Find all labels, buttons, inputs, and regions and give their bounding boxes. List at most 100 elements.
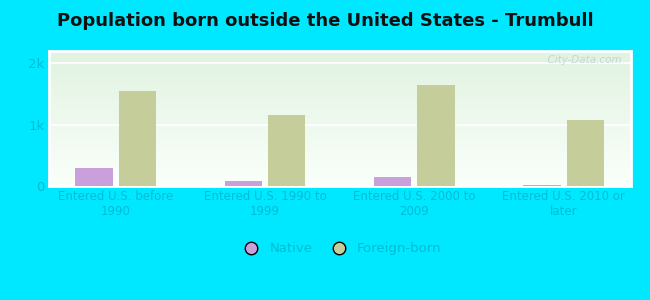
Bar	[49, 103, 630, 104]
Text: City-Data.com: City-Data.com	[541, 55, 622, 65]
Bar	[49, 172, 630, 173]
Bar	[49, 162, 630, 163]
Bar	[49, 75, 630, 76]
Bar	[49, 137, 630, 138]
Bar	[49, 68, 630, 69]
Bar	[49, 178, 630, 179]
Bar	[268, 116, 306, 186]
Bar	[49, 109, 630, 110]
Bar	[49, 74, 630, 75]
Bar	[49, 90, 630, 91]
Bar	[49, 149, 630, 150]
Bar	[49, 88, 630, 89]
Bar	[49, 131, 630, 132]
Bar	[49, 163, 630, 164]
Bar	[49, 123, 630, 124]
Bar	[49, 54, 630, 55]
Bar	[49, 102, 630, 103]
Bar	[49, 71, 630, 72]
Bar	[49, 118, 630, 119]
Bar	[49, 182, 630, 183]
Bar	[49, 58, 630, 59]
Bar	[49, 97, 630, 98]
Bar	[49, 117, 630, 118]
Bar	[49, 56, 630, 57]
Bar	[49, 126, 630, 127]
Bar	[49, 138, 630, 139]
Bar	[49, 140, 630, 141]
Bar	[49, 180, 630, 181]
Bar	[49, 110, 630, 111]
Bar	[49, 161, 630, 162]
Bar	[49, 142, 630, 143]
Bar	[49, 106, 630, 107]
Bar	[49, 135, 630, 136]
Bar	[49, 141, 630, 142]
Bar	[49, 139, 630, 140]
Bar	[49, 166, 630, 167]
Bar	[49, 84, 630, 85]
Bar	[49, 179, 630, 180]
Bar	[49, 78, 630, 79]
Bar	[49, 85, 630, 86]
Bar	[49, 173, 630, 174]
Bar	[49, 125, 630, 126]
Bar	[49, 170, 630, 171]
Bar	[49, 149, 630, 150]
Bar	[49, 112, 630, 113]
Bar	[49, 100, 630, 101]
Bar	[49, 127, 630, 128]
Bar	[49, 63, 630, 64]
Bar	[49, 92, 630, 93]
Bar	[49, 69, 630, 70]
Bar	[49, 62, 630, 63]
Bar	[49, 66, 630, 67]
Bar	[49, 185, 630, 186]
Bar	[49, 104, 630, 105]
Bar	[49, 141, 630, 142]
Bar	[49, 134, 630, 135]
Bar	[49, 152, 630, 153]
Bar	[49, 164, 630, 165]
Bar	[49, 111, 630, 112]
Bar	[567, 120, 604, 186]
Bar	[49, 130, 630, 131]
Bar	[49, 136, 630, 137]
Bar	[49, 124, 630, 125]
Bar	[49, 87, 630, 88]
Bar	[49, 151, 630, 152]
Bar	[49, 147, 630, 148]
Bar	[49, 159, 630, 160]
Bar	[49, 59, 630, 60]
Bar	[49, 144, 630, 145]
Bar	[49, 168, 630, 169]
Bar	[49, 133, 630, 134]
Bar	[49, 169, 630, 170]
Bar	[49, 89, 630, 90]
Bar	[49, 72, 630, 73]
Bar	[75, 168, 112, 186]
Bar	[49, 121, 630, 122]
Bar	[49, 174, 630, 175]
Bar	[49, 158, 630, 159]
Bar	[49, 181, 630, 182]
Bar	[49, 116, 630, 117]
Bar	[49, 60, 630, 61]
Bar	[49, 115, 630, 116]
Bar	[49, 94, 630, 95]
Bar	[49, 79, 630, 80]
Bar	[49, 68, 630, 69]
Bar	[49, 122, 630, 123]
Bar	[49, 157, 630, 158]
Legend: Native, Foreign-born: Native, Foreign-born	[232, 237, 447, 260]
Bar	[49, 85, 630, 86]
Bar	[49, 76, 630, 77]
Bar	[49, 55, 630, 56]
Bar	[225, 182, 262, 186]
Bar	[49, 73, 630, 74]
Bar	[49, 51, 630, 52]
Bar	[49, 177, 630, 178]
Bar	[49, 128, 630, 129]
Bar	[49, 96, 630, 97]
Bar	[523, 185, 561, 186]
